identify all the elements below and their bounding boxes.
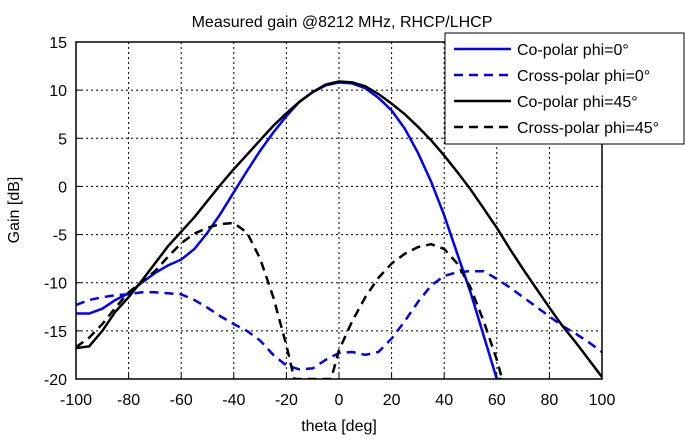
y-tick-label: -10	[44, 276, 67, 293]
y-tick-label: -15	[44, 324, 67, 341]
legend-label: Co-polar phi=45°	[517, 94, 638, 111]
x-tick-label: 20	[383, 392, 401, 409]
x-tick-label: -100	[60, 392, 92, 409]
x-tick-label: -40	[222, 392, 245, 409]
series-layer	[76, 80, 602, 379]
x-tick-label: 0	[335, 392, 344, 409]
legend-label: Cross-polar phi=0°	[517, 68, 650, 85]
y-tick-label: -5	[53, 228, 67, 245]
y-tick-label: 5	[58, 131, 67, 148]
x-tick-label: 60	[488, 392, 506, 409]
y-tick-label: 0	[58, 179, 67, 196]
x-tick-label: 100	[589, 392, 616, 409]
legend-label: Cross-polar phi=45°	[517, 120, 659, 137]
series-line-4	[76, 221, 504, 379]
legend-label: Co-polar phi=0°	[517, 42, 629, 59]
y-tick-label: 10	[49, 83, 67, 100]
x-tick-label: -60	[170, 392, 193, 409]
x-tick-label: 40	[435, 392, 453, 409]
legend: Co-polar phi=0° Cross-polar phi=0° Co-pola…	[444, 32, 685, 145]
x-tick-label: -80	[117, 392, 140, 409]
x-tick-label: 80	[541, 392, 559, 409]
y-tick-label: -20	[44, 372, 67, 389]
legend-box	[444, 32, 685, 145]
y-tick-label: 15	[49, 35, 67, 52]
series-line-1	[76, 81, 503, 379]
y-axis-label: Gain [dB]	[6, 177, 23, 244]
x-tick-label: -20	[275, 392, 298, 409]
x-axis-label: theta [deg]	[301, 418, 377, 435]
tick-labels: -100 -80 -60 -40 -20 0 20 40 60 80 100 -20 -15 -10 -5 0…	[44, 35, 616, 409]
series-line-3	[76, 80, 602, 378]
chart-title: Measured gain @8212 MHz, RHCP/LHCP	[192, 14, 493, 31]
